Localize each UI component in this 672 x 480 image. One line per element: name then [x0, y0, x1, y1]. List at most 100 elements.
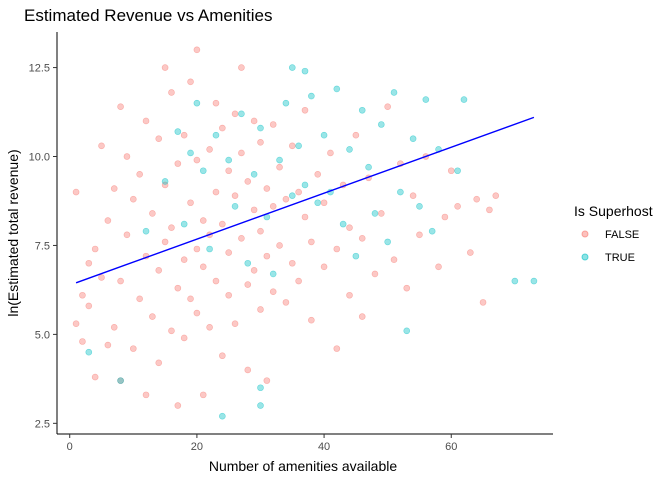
point-false [390, 256, 398, 263]
point-false [473, 195, 480, 203]
point-false [295, 188, 302, 196]
point-false [238, 64, 245, 71]
point-false [231, 192, 239, 199]
point-false [219, 352, 226, 360]
point-false [79, 291, 86, 299]
point-false [180, 131, 188, 139]
point-true [358, 106, 366, 114]
point-false [282, 299, 290, 306]
y-ticks: 2.5 5.0 7.5 10.0 12.5 [29, 63, 57, 430]
point-false [117, 103, 124, 111]
point-false [193, 309, 201, 317]
point-false [238, 149, 245, 157]
point-false [110, 185, 118, 192]
chart-title: Estimated Revenue vs Amenities [24, 6, 273, 25]
y-axis-title: ln(Estimated total revenue) [5, 149, 21, 316]
point-true [416, 203, 423, 210]
y-tick-label: 10.0 [29, 152, 50, 164]
point-false [199, 263, 207, 271]
point-false [231, 320, 239, 328]
point-true [378, 121, 385, 128]
point-false [123, 153, 131, 160]
point-true [219, 412, 226, 420]
point-false [238, 235, 245, 242]
point-false [180, 334, 188, 342]
point-true [206, 245, 213, 253]
point-false [288, 142, 296, 150]
point-false [123, 231, 131, 239]
x-tick-label: 40 [318, 441, 330, 453]
point-true [269, 270, 277, 278]
point-true [295, 142, 302, 150]
point-false [161, 238, 169, 246]
point-true [244, 259, 252, 267]
point-true [187, 149, 194, 157]
point-false [276, 242, 283, 249]
point-false [174, 160, 182, 167]
point-false [320, 263, 328, 271]
point-false [409, 192, 417, 199]
point-true [511, 277, 519, 285]
legend: Is Superhost FALSE TRUE [574, 203, 653, 264]
point-true [390, 89, 398, 96]
point-false [155, 267, 163, 274]
point-false [276, 163, 283, 171]
point-false [199, 391, 207, 399]
point-false [263, 185, 271, 192]
point-false [250, 206, 258, 214]
point-true [320, 131, 328, 139]
point-false [314, 171, 322, 178]
point-false [104, 341, 112, 349]
point-false [492, 192, 500, 199]
point-true [403, 327, 411, 335]
point-false [85, 259, 93, 267]
y-tick-label: 2.5 [35, 418, 50, 430]
point-true [85, 348, 93, 356]
point-false [308, 238, 315, 246]
point-false [447, 167, 455, 175]
point-false [85, 302, 93, 310]
point-false [193, 245, 201, 253]
point-false [110, 323, 118, 331]
point-false [320, 199, 328, 207]
point-false [168, 89, 175, 96]
point-true [225, 156, 232, 164]
point-true [397, 188, 404, 196]
point-false [193, 156, 201, 164]
point-true [339, 220, 347, 228]
point-false [244, 366, 252, 374]
point-true [454, 167, 461, 175]
point-false [244, 178, 252, 185]
point-false [104, 217, 112, 224]
point-false [136, 171, 143, 178]
point-false [142, 117, 150, 125]
point-false [403, 284, 411, 292]
legend-false-label: FALSE [605, 229, 639, 241]
legend-true-symbol [581, 253, 589, 261]
point-false [193, 46, 201, 54]
point-false [91, 373, 99, 381]
point-false [149, 313, 156, 320]
point-false [250, 267, 258, 274]
point-true [282, 99, 290, 107]
point-true [314, 199, 322, 207]
point-false [155, 135, 163, 143]
point-true [301, 67, 309, 75]
point-true [371, 210, 379, 217]
point-false [250, 117, 258, 125]
point-false [219, 124, 226, 132]
point-false [308, 316, 315, 324]
point-false [168, 224, 175, 231]
point-false [161, 181, 169, 189]
y-tick-label: 5.0 [35, 329, 50, 341]
point-true [301, 181, 309, 189]
point-false [282, 195, 290, 203]
y-tick-label: 7.5 [35, 240, 50, 252]
point-false [225, 167, 232, 175]
point-false [371, 270, 379, 278]
point-false [327, 149, 334, 157]
point-false [174, 284, 182, 292]
point-false [269, 288, 277, 295]
trend-line [75, 116, 535, 284]
point-false [454, 203, 461, 210]
